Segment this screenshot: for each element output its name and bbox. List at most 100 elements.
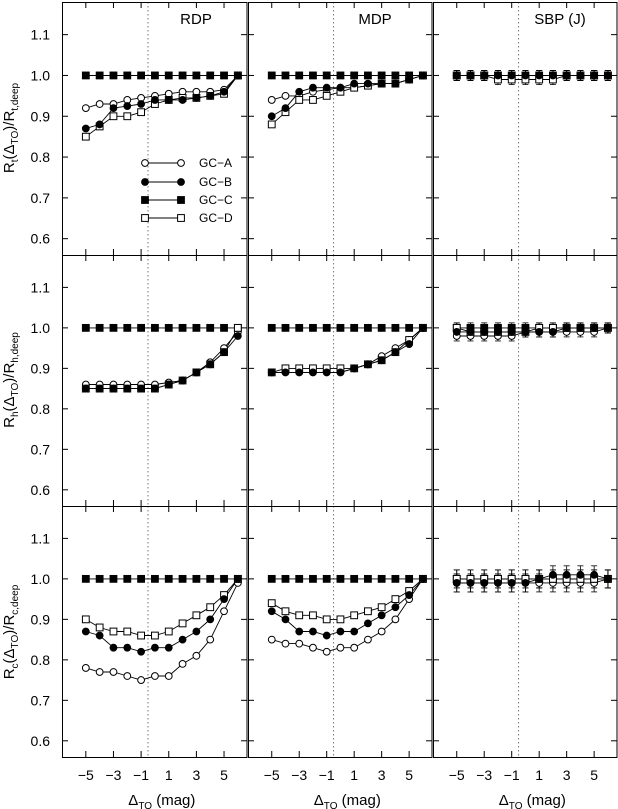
series-line-GC-B <box>271 578 424 636</box>
data-point-GC-C <box>350 71 359 80</box>
data-point-GC-A <box>220 607 228 616</box>
data-point-GC-D <box>391 595 400 604</box>
panel-2-0 <box>62 506 247 757</box>
legend: GC−A GC−B GC−C GC−D <box>141 156 233 225</box>
column-label: RDP <box>180 11 212 28</box>
data-point-GC-B <box>576 71 585 80</box>
data-point-GC-C <box>336 574 345 583</box>
data-point-GC-B <box>178 635 187 644</box>
data-point-GC-B <box>377 356 386 365</box>
data-point-GC-B <box>494 579 502 587</box>
data-point-GC-A <box>81 104 90 112</box>
data-point-GC-B <box>391 79 400 88</box>
data-point-GC-B <box>507 71 516 80</box>
y-axis-title-part: c <box>10 663 21 668</box>
data-point-GC-B <box>164 96 173 104</box>
x-tick-label: −5 <box>78 767 94 783</box>
data-point-GC-B <box>137 384 146 393</box>
data-point-GC-A <box>336 643 345 652</box>
series-line-GC-D <box>456 75 608 80</box>
legend-marker <box>141 159 149 167</box>
data-point-GC-B <box>309 627 317 636</box>
data-point-GC-C <box>164 71 173 80</box>
data-point-GC-C <box>206 323 215 332</box>
data-point-GC-D <box>267 599 276 608</box>
x-tick-label: 3 <box>192 767 200 783</box>
series-line-GC-D <box>456 327 608 333</box>
data-point-GC-B <box>452 579 461 587</box>
data-point-GC-C <box>281 323 290 332</box>
y-tick-label: 0.8 <box>31 149 51 165</box>
series-line-GC-A <box>85 75 239 109</box>
panel-1-0 <box>62 255 247 506</box>
data-point-GC-B <box>233 332 242 340</box>
x-tick-label: 1 <box>165 767 173 783</box>
data-point-GC-D <box>364 607 372 616</box>
data-point-GC-B <box>220 87 228 96</box>
series-line-GC-D <box>271 75 424 125</box>
data-point-GC-D <box>233 323 242 332</box>
y-axis-title-part: R <box>1 162 18 173</box>
data-point-GC-C <box>81 71 90 80</box>
legend-marker <box>141 214 149 222</box>
data-point-GC-A <box>164 672 173 680</box>
x-tick-label: −1 <box>133 767 149 783</box>
data-point-GC-B <box>295 368 304 377</box>
panel-frame <box>248 506 433 758</box>
x-tick-label: 3 <box>378 767 386 783</box>
data-point-GC-B <box>137 647 146 656</box>
data-point-GC-B <box>418 71 427 80</box>
data-point-GC-D <box>309 611 317 620</box>
data-point-GC-B <box>322 83 331 92</box>
data-point-GC-C <box>123 71 132 80</box>
data-point-GC-B <box>109 384 118 393</box>
data-point-GC-C <box>192 574 201 583</box>
data-point-GC-D <box>123 112 132 121</box>
panel-frame <box>248 2 433 256</box>
data-point-GC-B <box>494 71 502 80</box>
data-point-GC-B <box>562 323 571 332</box>
x-tick-label: −5 <box>449 767 465 783</box>
x-axis-title-tail: (mag) <box>152 792 195 809</box>
x-tick-label: 3 <box>563 767 571 783</box>
x-tick-label: 1 <box>350 767 358 783</box>
y-tick-label: 0.7 <box>31 441 51 457</box>
data-point-GC-C <box>350 574 359 583</box>
series-line-GC-D <box>271 327 424 373</box>
data-point-GC-B <box>590 570 599 579</box>
y-tick-label: 0.8 <box>31 401 51 417</box>
data-point-GC-C <box>295 323 304 332</box>
data-point-GC-B <box>267 112 276 121</box>
series-line-GC-D <box>85 578 239 636</box>
data-point-GC-B <box>562 570 571 579</box>
column-label: SBP (J) <box>534 11 585 28</box>
x-axis-title-sub: TO <box>138 801 152 809</box>
data-point-GC-D <box>164 627 173 636</box>
data-point-GC-D <box>137 108 146 117</box>
data-point-GC-B <box>336 368 345 377</box>
x-tick-label: 5 <box>590 767 598 783</box>
data-point-GC-B <box>220 595 228 604</box>
data-point-GC-B <box>322 631 331 640</box>
data-point-GC-D <box>295 96 304 104</box>
data-point-GC-B <box>233 574 242 583</box>
legend-marker <box>177 178 185 186</box>
data-point-GC-B <box>364 360 372 369</box>
legend-label: GC−D <box>199 211 233 225</box>
data-point-GC-B <box>576 323 585 332</box>
x-tick-label: −1 <box>504 767 520 783</box>
data-point-GC-B <box>405 340 414 348</box>
panel-1-2 <box>433 255 617 506</box>
data-point-GC-B <box>418 323 427 332</box>
x-tick-label: −1 <box>319 767 335 783</box>
data-point-GC-B <box>206 360 215 369</box>
series-line-GC-A <box>271 578 424 653</box>
data-point-GC-C <box>295 574 304 583</box>
data-point-GC-C <box>137 71 146 80</box>
data-point-GC-C <box>267 574 276 583</box>
x-axis-title-tail: (mag) <box>338 792 381 809</box>
y-axis-title-part: (Δ <box>1 396 18 411</box>
data-point-GC-C <box>137 574 146 583</box>
panel-0-2 <box>433 2 617 255</box>
data-point-GC-C <box>281 71 290 80</box>
